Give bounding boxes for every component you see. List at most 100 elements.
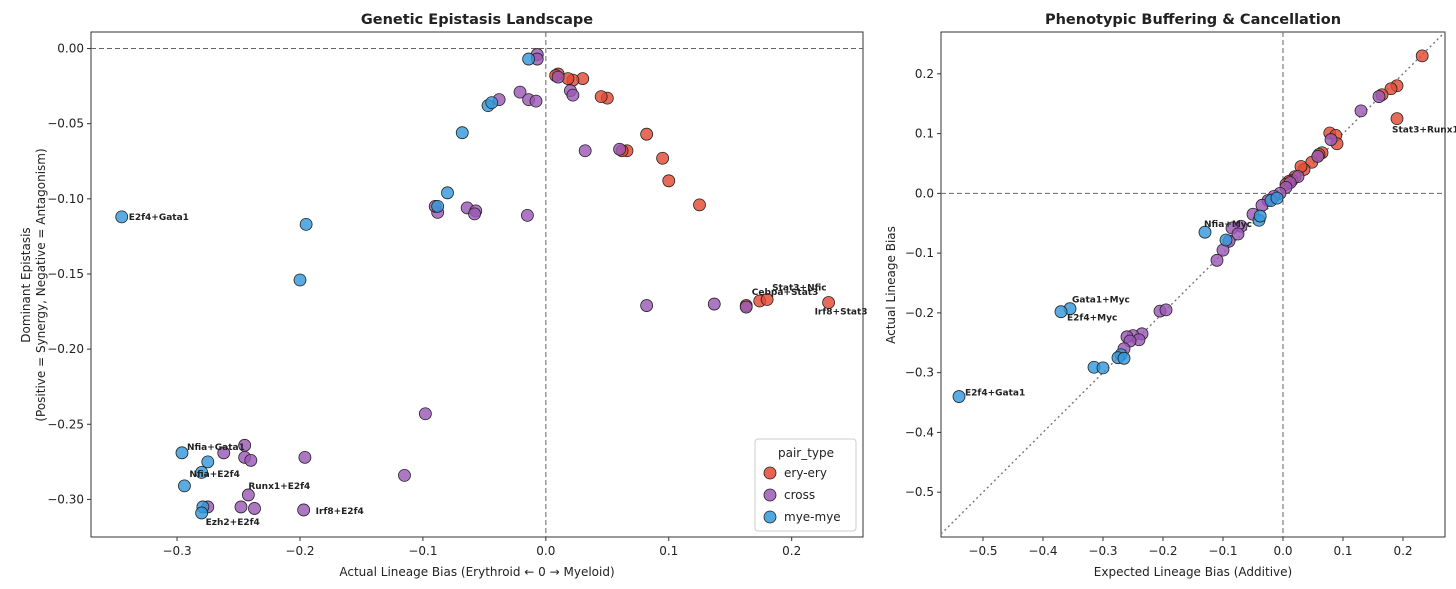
data-point-mye-mye <box>1219 233 1233 247</box>
x-tick-label: −0.4 <box>1028 544 1057 558</box>
chart-marks: −0.5 −0.4 −0.3 −0.2 −0.1 0.0 0.1 0.2 0.2 0.1 0.0 −0… <box>905 31 1456 558</box>
identity-line <box>940 31 1446 535</box>
y-tick-label: −0.30 <box>47 492 84 506</box>
data-point-mye-mye <box>455 126 469 140</box>
data-point-cross <box>551 70 565 84</box>
x-tick-label: −0.2 <box>1148 544 1177 558</box>
data-point-ery-ery <box>594 90 608 104</box>
data-point-mye-mye <box>1198 225 1212 239</box>
data-point-cross <box>298 450 312 464</box>
y-tick-label: −0.4 <box>905 425 934 439</box>
x-axis-label: Actual Lineage Bias (Erythroid ← 0 → Mye… <box>339 565 614 579</box>
data-point-ery-ery <box>822 296 835 309</box>
point-annotation: Runx1+E2f4 <box>248 482 310 492</box>
y-tick-label: 0.2 <box>915 67 934 81</box>
y-tick-label: −0.10 <box>47 192 84 206</box>
point-annotation: E2f4+Myc <box>1067 314 1117 324</box>
data-point-mye-mye <box>522 52 536 66</box>
point-annotation: Irf8+Stat3 <box>815 308 868 318</box>
data-point-cross <box>707 297 721 311</box>
data-point-mye-mye <box>115 210 129 224</box>
data-point-cross <box>1311 149 1325 163</box>
x-tick-label: 0.1 <box>1333 544 1352 558</box>
y-axis-label: Actual Lineage Bias <box>884 226 898 344</box>
epistasis-chart: Genetic Epistasis Landscape −0.3 −0.2 −0.1… <box>19 12 868 579</box>
legend-title: pair_type <box>778 446 834 460</box>
y-tick-label: −0.5 <box>905 485 934 499</box>
y-tick-label: −0.20 <box>47 342 84 356</box>
data-point-cross <box>513 85 527 99</box>
y-tick-label: −0.15 <box>47 267 84 281</box>
legend: pair_type ery-ery cross mye-mye <box>754 438 857 532</box>
data-point-cross <box>241 488 255 502</box>
data-point-cross <box>398 468 411 482</box>
data-point-ery-ery <box>760 293 774 306</box>
data-point-ery-ery <box>640 127 654 141</box>
legend-marker-mye-mye <box>763 510 777 524</box>
x-tick-label: −0.2 <box>285 544 314 558</box>
point-annotation: Stat3+Runx1 <box>1392 126 1456 136</box>
y-tick-label: −0.25 <box>47 417 84 431</box>
legend-label-ery-ery: ery-ery <box>784 466 827 480</box>
data-point-cross <box>248 502 261 515</box>
data-point-mye-mye <box>952 390 966 403</box>
data-point-mye-mye <box>178 479 191 493</box>
data-point-cross <box>578 144 592 158</box>
data-point-mye-mye <box>195 465 209 479</box>
data-point-ery-ery <box>693 198 706 212</box>
data-point-cross <box>297 503 311 517</box>
data-point-mye-mye <box>1253 209 1267 223</box>
point-annotation: Nfia+E2f4 <box>189 470 239 480</box>
data-point-mye-mye <box>1117 351 1131 365</box>
data-point-cross <box>566 88 580 102</box>
data-point-ery-ery <box>662 174 676 188</box>
data-point-cross <box>1210 253 1224 267</box>
data-point-mye-mye <box>1096 361 1110 375</box>
data-point-ery-ery <box>1415 49 1429 63</box>
data-point-cross <box>217 446 231 460</box>
y-tick-label: −0.2 <box>905 306 934 320</box>
point-annotation: Ezh2+E2f4 <box>206 518 260 528</box>
data-point-cross <box>418 407 432 421</box>
legend-marker-ery-ery <box>763 466 777 480</box>
chart-title: Phenotypic Buffering & Cancellation <box>1045 12 1341 28</box>
data-point-cross <box>529 94 543 108</box>
data-point-mye-mye <box>175 446 189 460</box>
y-tick-label: 0.00 <box>57 42 84 56</box>
data-point-cross <box>1372 90 1386 103</box>
plot-frame <box>940 31 1446 538</box>
data-point-cross <box>1324 133 1338 146</box>
y-axis-label-line-1: Dominant Epistasis <box>19 227 33 342</box>
data-point-mye-mye <box>195 506 209 520</box>
data-point-ery-ery <box>656 151 670 165</box>
x-tick-label: 0.2 <box>782 544 801 558</box>
y-tick-label: −0.05 <box>47 117 84 131</box>
data-point-cross <box>468 207 481 221</box>
data-point-mye-mye <box>485 96 499 110</box>
x-tick-label: −0.3 <box>162 544 191 558</box>
legend-box <box>754 438 857 532</box>
chart-title: Genetic Epistasis Landscape <box>361 12 593 28</box>
y-tick-label: 0.0 <box>915 186 934 200</box>
data-point-cross <box>1231 227 1245 241</box>
data-point-mye-mye <box>1054 305 1068 319</box>
data-point-mye-mye <box>299 217 313 231</box>
data-point-mye-mye <box>431 199 445 213</box>
legend-label-cross: cross <box>784 488 815 502</box>
legend-marker-cross <box>763 488 777 502</box>
y-tick-label: −0.3 <box>905 366 934 380</box>
x-tick-label: −0.1 <box>1208 544 1237 558</box>
x-tick-label: −0.1 <box>408 544 437 558</box>
x-tick-label: −0.5 <box>968 544 997 558</box>
data-point-mye-mye <box>441 186 454 200</box>
y-axis-label-line-2: (Positive = Synergy, Negative = Antagoni… <box>34 148 48 421</box>
x-tick-label: 0.0 <box>1273 544 1292 558</box>
data-point-cross <box>234 500 248 514</box>
data-point-cross <box>1354 104 1368 118</box>
chart-marks: −0.3 −0.2 −0.1 0.0 0.1 0.2 0.00 −0.05 −0.10 −0.15… <box>47 32 868 558</box>
x-tick-label: −0.3 <box>1088 544 1117 558</box>
point-annotation: Irf8+E2f4 <box>316 507 364 517</box>
point-annotation: Gata1+Myc <box>1072 296 1130 306</box>
buffering-chart: Phenotypic Buffering & Cancellation −0.5… <box>884 12 1456 579</box>
x-tick-label: 0.2 <box>1393 544 1412 558</box>
